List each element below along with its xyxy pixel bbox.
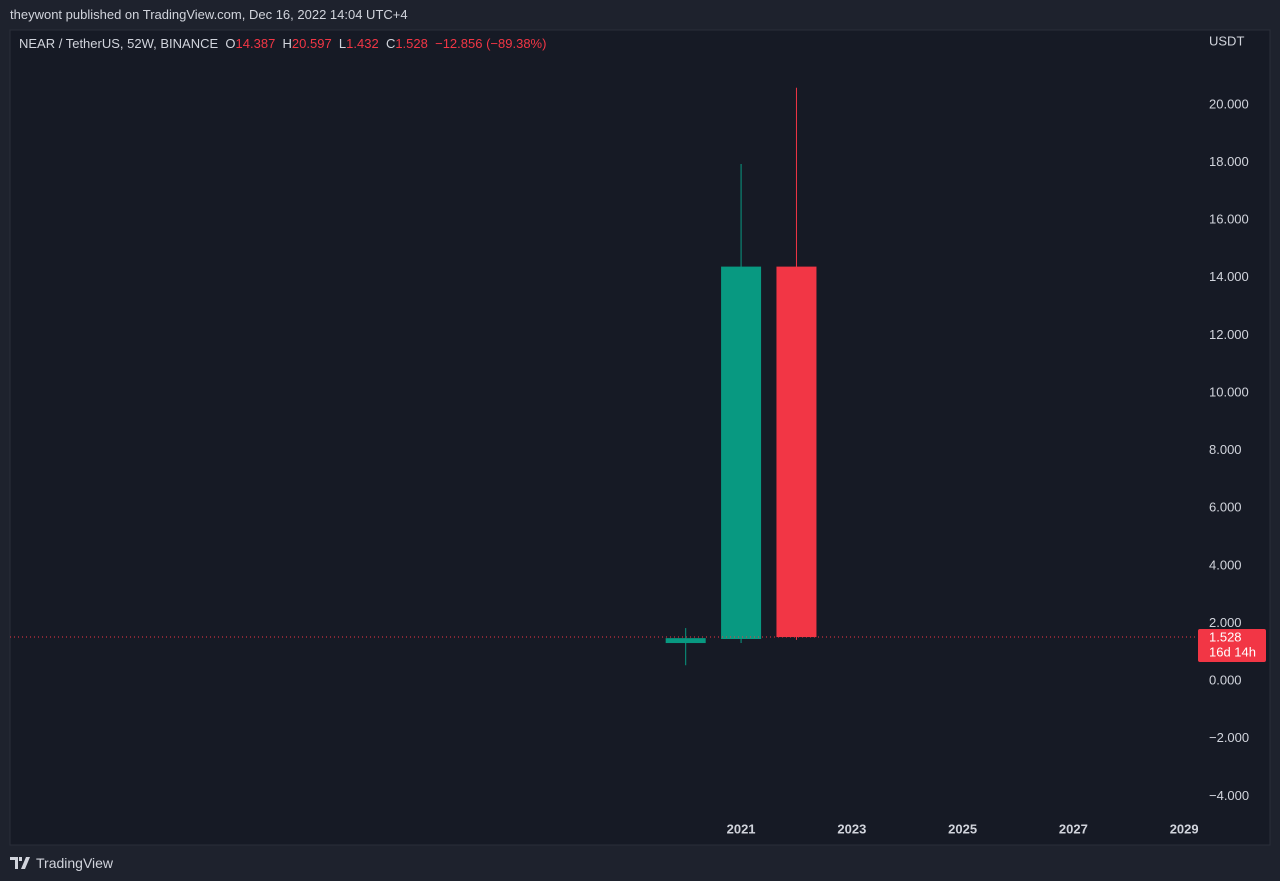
change-pct: (−89.38%)	[486, 36, 547, 51]
close-value: 1.528	[395, 36, 428, 51]
x-axis: 2021 2023 2025 2027 2029	[727, 821, 1199, 836]
candle-body	[721, 266, 762, 640]
x-tick-label: 2029	[1170, 821, 1199, 836]
x-tick-label: 2025	[948, 821, 977, 836]
open-label: O	[225, 36, 236, 51]
y-tick-label: 16.000	[1209, 212, 1249, 227]
y-tick-label: 10.000	[1209, 384, 1249, 399]
chart-pane	[9, 29, 1271, 846]
legend: NEAR / TetherUS, 52W, BINANCE O14.387 H2…	[19, 36, 546, 51]
header: theywont published on TradingView.com, D…	[10, 7, 408, 22]
high-label: H	[282, 36, 292, 51]
y-tick-label: 18.000	[1209, 154, 1249, 169]
y-tick-label: −4.000	[1209, 788, 1249, 803]
y-tick-label: 4.000	[1209, 557, 1242, 572]
y-tick-label: 20.000	[1209, 96, 1249, 111]
high-value: 20.597	[291, 36, 332, 51]
close-label: C	[385, 36, 396, 51]
y-tick-label: 0.000	[1209, 673, 1242, 688]
y-tick-label: 6.000	[1209, 500, 1242, 515]
price-tag	[1198, 629, 1266, 663]
footer: TradingView	[36, 855, 114, 871]
logo	[10, 857, 30, 869]
y-tick-label: 8.000	[1209, 442, 1242, 457]
x-tick-label: 2021	[727, 821, 756, 836]
low-label: L	[338, 36, 347, 51]
y-tick-label: 12.000	[1209, 327, 1249, 342]
candle-body	[776, 266, 817, 638]
y-tick-label: 2.000	[1209, 615, 1242, 630]
candle-body	[665, 638, 706, 644]
y-tick-label: 14.000	[1209, 269, 1249, 284]
price-tag-value: 1.528	[1209, 629, 1242, 644]
y-axis-label: USDT	[1209, 33, 1244, 48]
countdown: 16d 14h	[1209, 644, 1256, 659]
low-value: 1.432	[346, 36, 379, 51]
change: −12.856	[435, 36, 483, 51]
symbol: NEAR / TetherUS, 52W, BINANCE	[19, 36, 219, 51]
x-tick-label: 2027	[1059, 821, 1088, 836]
x-tick-label: 2023	[837, 821, 866, 836]
open-value: 14.387	[235, 36, 276, 51]
y-tick-label: −2.000	[1209, 730, 1249, 745]
